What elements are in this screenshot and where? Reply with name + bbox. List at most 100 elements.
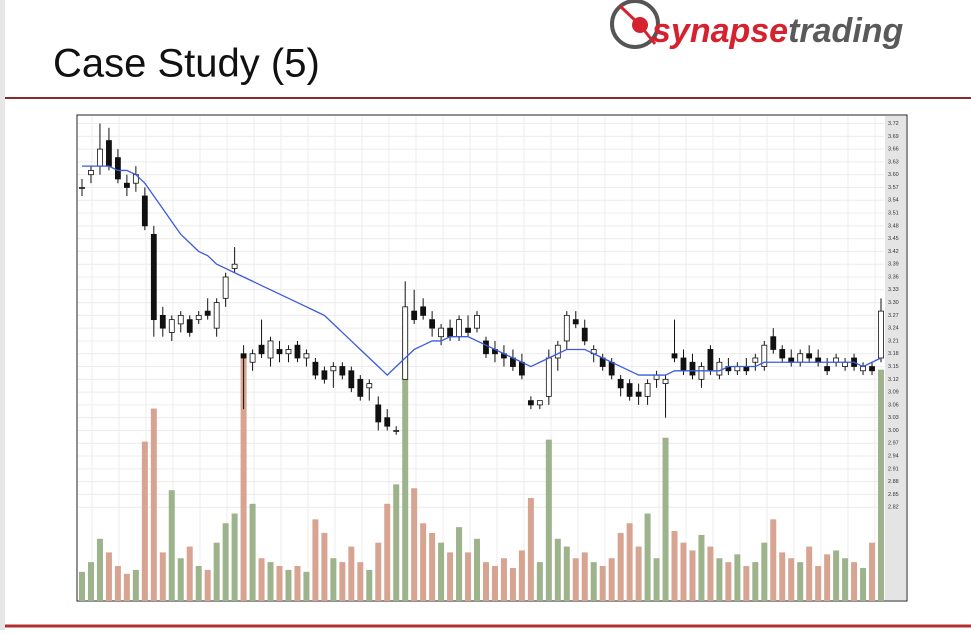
volume-bar	[456, 527, 463, 601]
y-tick-label: 2.91	[888, 466, 899, 472]
y-tick-label: 3.24	[888, 326, 899, 332]
candle-body	[141, 195, 148, 227]
volume-bar	[662, 437, 669, 601]
candle-body	[97, 148, 103, 167]
volume-bar	[79, 571, 85, 601]
candle-body	[518, 361, 525, 376]
volume-bar	[545, 439, 552, 601]
volume-bar	[599, 566, 606, 601]
volume-bar	[815, 566, 822, 601]
moving-average	[82, 165, 882, 376]
y-tick-label: 3.66	[888, 147, 899, 153]
y-tick-label: 3.69	[888, 134, 899, 140]
candle-body	[465, 327, 471, 333]
candle-body	[285, 349, 292, 355]
left-edge	[0, 0, 5, 630]
volume-bar	[438, 542, 445, 601]
logo-spoke	[618, 4, 642, 27]
candle-body	[483, 340, 489, 355]
logo-text: synapsetrading	[652, 12, 904, 50]
volume-bar	[842, 558, 849, 601]
y-tick-label: 3.06	[888, 402, 899, 408]
volume-bar	[752, 562, 759, 601]
volume-bar	[447, 552, 454, 601]
candle-body	[878, 310, 884, 359]
y-tick-label: 3.21	[888, 338, 899, 344]
volume-bar	[635, 546, 642, 601]
candle-body	[213, 302, 220, 329]
y-tick-label: 3.18	[888, 351, 899, 357]
volume-bar	[572, 558, 579, 601]
candle-body	[635, 391, 642, 397]
volume-bar	[671, 531, 678, 601]
candle-body	[115, 157, 121, 180]
volume-bar	[96, 538, 103, 601]
volume-bar	[384, 503, 391, 601]
candle-body	[527, 400, 534, 406]
volume-bar	[788, 558, 795, 601]
volume-bar	[743, 566, 750, 601]
y-tick-label: 2.97	[888, 441, 899, 447]
volume-bar	[833, 550, 840, 601]
logo-spoke	[638, 24, 657, 45]
volume-bar	[860, 567, 867, 601]
volume-bar	[518, 550, 525, 601]
candle-body	[617, 378, 624, 389]
candle-body	[88, 170, 94, 176]
volume-bar	[240, 354, 247, 601]
volume-bar	[195, 566, 202, 601]
candle-body	[644, 383, 651, 397]
volume-bar	[312, 519, 319, 601]
volume-bar	[698, 534, 705, 601]
volume-bar	[563, 546, 570, 601]
volume-bar	[132, 569, 139, 601]
candle-body	[761, 344, 768, 367]
volume-bar	[465, 552, 472, 601]
volume-bar	[797, 562, 804, 601]
volume-bar	[348, 546, 355, 601]
candle-body	[366, 383, 373, 389]
volume-bar	[779, 552, 786, 601]
volume-bar	[159, 552, 166, 601]
candle-body	[411, 310, 418, 321]
volume-bar	[824, 554, 831, 601]
candle-body	[222, 276, 229, 299]
volume-bar	[258, 558, 265, 601]
candle-body	[797, 353, 804, 363]
candle-body	[339, 366, 346, 376]
y-tick-label: 3.27	[888, 313, 899, 319]
volume-bar	[186, 546, 193, 601]
candle-body	[420, 306, 427, 316]
volume-bar	[87, 562, 94, 601]
candle-body	[770, 336, 777, 350]
volume-bar	[393, 484, 400, 601]
volume-bar	[878, 369, 884, 601]
volume-bar	[150, 408, 157, 601]
y-tick-label: 3.30	[888, 300, 899, 306]
y-tick-label: 2.82	[888, 505, 899, 511]
volume-bar	[105, 552, 112, 601]
volume-bar	[761, 542, 768, 601]
candle-body	[357, 378, 364, 397]
volume-bar	[500, 558, 507, 601]
volume-bar	[474, 538, 481, 601]
volume-bar	[402, 311, 409, 601]
candle-body	[375, 404, 382, 423]
y-tick-label: 3.00	[888, 428, 899, 434]
volume-bar	[770, 519, 777, 601]
volume-bar	[869, 542, 876, 601]
volume-bar	[689, 550, 696, 601]
volume-bar	[411, 488, 418, 601]
candle-body	[698, 366, 705, 380]
volume-bar	[339, 562, 346, 601]
candle-body	[608, 361, 615, 376]
candle-body	[581, 327, 588, 342]
y-tick-label: 3.48	[888, 223, 899, 229]
y-tick-label: 3.60	[888, 172, 899, 178]
y-tick-label: 3.12	[888, 377, 899, 383]
volume-bar	[644, 513, 651, 601]
candle-body	[824, 366, 831, 372]
y-tick-label: 2.94	[888, 454, 899, 460]
candle-body	[106, 140, 112, 167]
